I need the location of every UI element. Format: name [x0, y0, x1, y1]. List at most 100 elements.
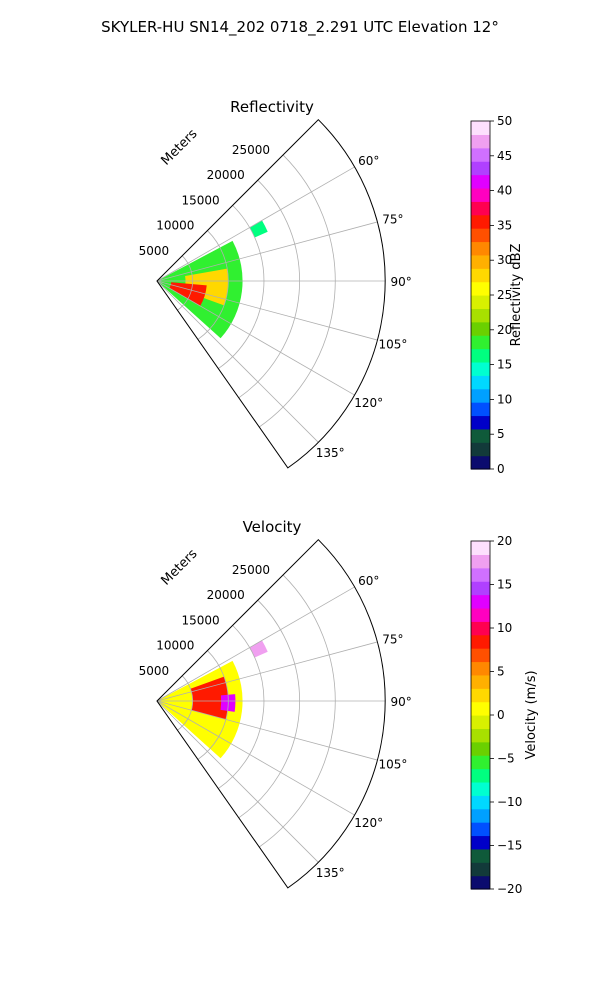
reflectivity-colorbar-band [471, 455, 490, 470]
reflectivity-colorbar-band [471, 268, 490, 283]
reflectivity-colorbar-band [471, 254, 490, 269]
velocity-colorbar-band [471, 554, 490, 569]
velocity-angular-gridline [156, 641, 378, 702]
velocity-angle-tick-label: 90° [391, 695, 412, 709]
reflectivity-radial-tick-label: 15000 [181, 193, 219, 207]
reflectivity-colorbar-band [471, 174, 490, 189]
reflectivity-angular-gridline [156, 166, 355, 282]
velocity-colorbar-tick-label: 5 [497, 665, 505, 679]
velocity-angle-tick-label: 105° [378, 758, 407, 772]
velocity-colorbar-band [471, 541, 490, 555]
reflectivity-colorbar-band [471, 214, 490, 229]
velocity-colorbar-tick-label: 20 [497, 534, 512, 548]
velocity-colorbar-tick-label: −5 [497, 752, 515, 766]
velocity-colorbar-band [471, 581, 490, 596]
velocity-angle-tick-label: 60° [358, 574, 379, 588]
velocity-angle-tick-label: 75° [382, 632, 403, 646]
figure-suptitle: SKYLER-HU SN14_202 0718_2.291 UTC Elevat… [101, 18, 499, 37]
reflectivity-colorbar-tick-label: 0 [497, 462, 505, 476]
reflectivity-colorbar-band [471, 241, 490, 256]
reflectivity-colorbar-tick-label: 10 [497, 392, 512, 406]
reflectivity-colorbar-band [471, 388, 490, 403]
reflectivity-colorbar-band [471, 161, 490, 176]
velocity-colorbar-label: Velocity (m/s) [524, 670, 539, 759]
velocity-radial-tick-label: 5000 [139, 664, 170, 678]
reflectivity-colorbar-band [471, 428, 490, 443]
velocity-angle-tick-label: 135° [316, 866, 345, 880]
velocity-colorbar-tick-label: −10 [497, 795, 522, 809]
reflectivity-colorbar-band [471, 121, 490, 135]
velocity-colorbar-band [471, 634, 490, 649]
reflectivity-angle-tick-label: 75° [382, 212, 403, 226]
velocity-angular-gridline [156, 700, 378, 761]
reflectivity-colorbar-band [471, 442, 490, 457]
velocity-title: Velocity [243, 518, 302, 536]
velocity-angular-gridline [156, 700, 355, 816]
velocity-colorbar-band [471, 768, 490, 783]
reflectivity-colorbar-label: Reflectivity dBZ [509, 244, 524, 347]
reflectivity-colorbar-band [471, 281, 490, 296]
reflectivity-radial-tick-label: 5000 [139, 244, 170, 258]
reflectivity-colorbar-tick-label: 40 [497, 184, 512, 198]
reflectivity-panel: Reflectivity Meters Reflectivity dBZ 500… [139, 98, 524, 476]
reflectivity-radial-gridline [177, 255, 194, 311]
velocity-colorbar-band [471, 607, 490, 622]
reflectivity-angle-tick-label: 90° [391, 275, 412, 289]
velocity-colorbar-band [471, 822, 490, 837]
reflectivity-colorbar-band [471, 187, 490, 202]
velocity-radial-gridline [259, 574, 336, 848]
velocity-colorbar-band [471, 755, 490, 770]
reflectivity-radial-tick-label: 25000 [232, 143, 270, 157]
reflectivity-echo-region [169, 282, 207, 306]
velocity-colorbar-band [471, 661, 490, 676]
reflectivity-colorbar-tick-label: 45 [497, 149, 512, 163]
velocity-colorbar-tick-label: 15 [497, 578, 512, 592]
velocity-radial-axis-label: Meters [159, 546, 201, 588]
velocity-colorbar-band [471, 567, 490, 582]
reflectivity-angle-tick-label: 60° [358, 154, 379, 168]
velocity-echo-region [190, 676, 229, 720]
reflectivity-radial-axis-label: Meters [159, 126, 201, 168]
velocity-colorbar-tick-label: 10 [497, 621, 512, 635]
reflectivity-colorbar-band [471, 321, 490, 336]
velocity-colorbar-band [471, 715, 490, 729]
velocity-colorbar-tick-label: −20 [497, 882, 522, 896]
reflectivity-colorbar-band [471, 375, 490, 390]
reflectivity-colorbar-band [471, 134, 490, 149]
velocity-colorbar-band [471, 862, 490, 877]
reflectivity-colorbar-band [471, 147, 490, 162]
reflectivity-echo-region [249, 220, 268, 238]
velocity-radial-tick-label: 20000 [207, 588, 245, 602]
reflectivity-angle-tick-label: 105° [378, 338, 407, 352]
reflectivity-colorbar-tick-label: 15 [497, 358, 512, 372]
velocity-angle-tick-label: 120° [354, 816, 383, 830]
velocity-colorbar-band [471, 621, 490, 636]
reflectivity-radial-gridline [218, 205, 265, 369]
velocity-radial-gridline [197, 650, 229, 760]
reflectivity-angular-gridline [156, 280, 319, 443]
reflectivity-colorbar-band [471, 228, 490, 243]
reflectivity-colorbar-band [471, 348, 490, 363]
reflectivity-colorbar-tick-label: 20 [497, 323, 512, 337]
velocity-colorbar-band [471, 781, 490, 796]
reflectivity-angle-tick-label: 135° [316, 446, 345, 460]
reflectivity-angular-gridline [156, 221, 378, 282]
reflectivity-colorbar-tick-label: 50 [497, 114, 512, 128]
reflectivity-colorbar-band [471, 335, 490, 350]
velocity-colorbar-tick-label: 0 [497, 708, 505, 722]
velocity-colorbar-band [471, 728, 490, 743]
velocity-radial-tick-label: 25000 [232, 563, 270, 577]
velocity-colorbar-band [471, 701, 490, 716]
reflectivity-colorbar-tick-label: 35 [497, 218, 512, 232]
velocity-polar-frame [156, 538, 386, 889]
velocity-colorbar-band [471, 674, 490, 689]
reflectivity-title: Reflectivity [230, 98, 314, 116]
velocity-colorbar-band [471, 848, 490, 863]
velocity-radial-tick-label: 15000 [181, 613, 219, 627]
velocity-radial-gridline [238, 599, 300, 819]
velocity-colorbar-band [471, 648, 490, 663]
velocity-colorbar-band [471, 741, 490, 756]
reflectivity-angle-tick-label: 120° [354, 396, 383, 410]
reflectivity-radial-gridline [197, 230, 229, 340]
